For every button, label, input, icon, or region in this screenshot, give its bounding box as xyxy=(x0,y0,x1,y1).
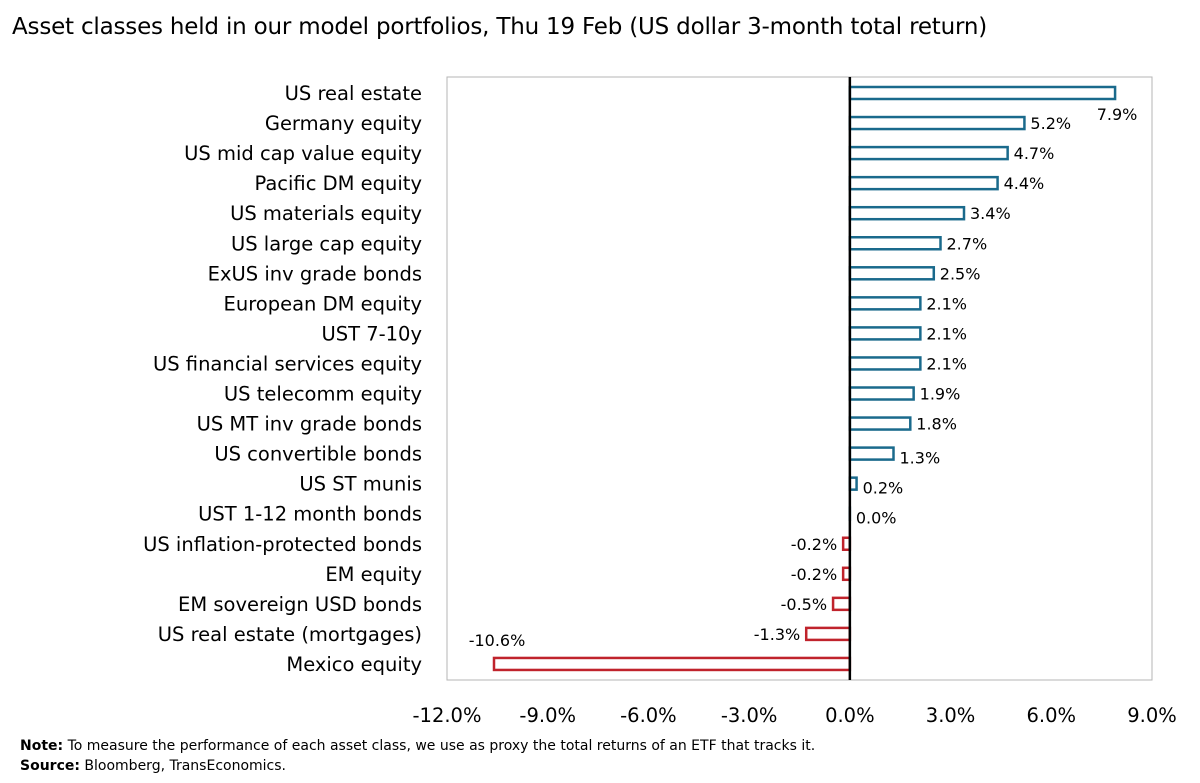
data-label: -0.2% xyxy=(791,565,837,584)
category-label: EM sovereign USD bonds xyxy=(178,593,422,616)
category-label: US large cap equity xyxy=(231,232,422,255)
bar-13 xyxy=(848,446,895,461)
data-label: 7.9% xyxy=(1097,105,1138,124)
category-label: US mid cap value equity xyxy=(184,142,422,165)
x-tick-label: -9.0% xyxy=(519,704,576,727)
category-label: Pacific DM equity xyxy=(254,172,422,195)
x-tick-label: 3.0% xyxy=(926,704,976,727)
data-label: 3.4% xyxy=(970,204,1011,223)
plot-frame xyxy=(446,76,1153,681)
bar-1 xyxy=(848,85,1117,101)
x-tick-label: -12.0% xyxy=(413,704,482,727)
category-label: US inflation-protected bonds xyxy=(143,533,422,556)
category-label: EM equity xyxy=(325,563,422,586)
category-label: European DM equity xyxy=(224,292,422,315)
data-label: 2.1% xyxy=(926,354,967,373)
bar-7 xyxy=(848,266,936,281)
bar-10 xyxy=(848,356,922,371)
data-label: 2.1% xyxy=(926,324,967,343)
data-label: 1.8% xyxy=(916,415,957,434)
data-label: 1.9% xyxy=(920,385,961,404)
data-label: 4.4% xyxy=(1004,174,1045,193)
source-label: Source: xyxy=(20,758,80,774)
bar-3 xyxy=(848,145,1009,161)
data-label: 2.5% xyxy=(940,264,981,283)
x-tick-label: -6.0% xyxy=(620,704,677,727)
note-text: To measure the performance of each asset… xyxy=(63,738,816,754)
category-label: US materials equity xyxy=(230,202,422,225)
x-tick-label: -3.0% xyxy=(721,704,778,727)
bar-12 xyxy=(848,416,912,431)
bar-9 xyxy=(848,326,922,341)
category-label: UST 1-12 month bonds xyxy=(198,503,422,526)
data-label: -0.5% xyxy=(781,595,827,614)
bar-18 xyxy=(831,596,852,612)
category-label: Germany equity xyxy=(265,112,422,135)
category-label: UST 7-10y xyxy=(321,322,422,345)
category-label: US financial services equity xyxy=(153,352,422,375)
category-label: Mexico equity xyxy=(286,653,422,676)
category-label: US telecomm equity xyxy=(224,383,422,406)
bar-2 xyxy=(848,115,1026,131)
category-label: US real estate xyxy=(285,82,422,105)
note-line: Note: To measure the performance of each… xyxy=(20,736,815,756)
bar-20 xyxy=(492,656,852,672)
bar-11 xyxy=(848,386,915,401)
data-label: -0.2% xyxy=(791,535,837,554)
category-label: US ST munis xyxy=(299,473,422,496)
data-label: 0.0% xyxy=(856,509,897,528)
bar-6 xyxy=(848,236,942,251)
category-label: ExUS inv grade bonds xyxy=(208,262,422,285)
chart-title: Asset classes held in our model portfoli… xyxy=(12,14,987,40)
category-label: US convertible bonds xyxy=(214,443,422,466)
source-line: Source: Bloomberg, TransEconomics. xyxy=(20,756,815,776)
x-tick-label: 0.0% xyxy=(825,704,875,727)
category-label: US real estate (mortgages) xyxy=(158,623,422,646)
data-label: 0.2% xyxy=(863,479,904,498)
bar-8 xyxy=(848,296,922,311)
bar-19 xyxy=(804,626,852,642)
source-text: Bloomberg, TransEconomics. xyxy=(79,758,286,774)
data-label: 2.1% xyxy=(926,294,967,313)
data-label: -1.3% xyxy=(754,625,800,644)
category-label: US MT inv grade bonds xyxy=(197,413,422,436)
chart-notes: Note: To measure the performance of each… xyxy=(20,736,815,776)
data-label: -10.6% xyxy=(469,631,526,650)
data-label: 1.3% xyxy=(900,449,941,468)
x-tick-label: 9.0% xyxy=(1127,704,1177,727)
x-tick-label: 6.0% xyxy=(1027,704,1077,727)
note-label: Note: xyxy=(20,738,64,754)
data-label: 5.2% xyxy=(1030,114,1071,133)
data-label: 2.7% xyxy=(947,234,988,253)
data-label: 4.7% xyxy=(1014,144,1055,163)
bar-5 xyxy=(848,205,966,221)
bar-4 xyxy=(848,175,999,191)
